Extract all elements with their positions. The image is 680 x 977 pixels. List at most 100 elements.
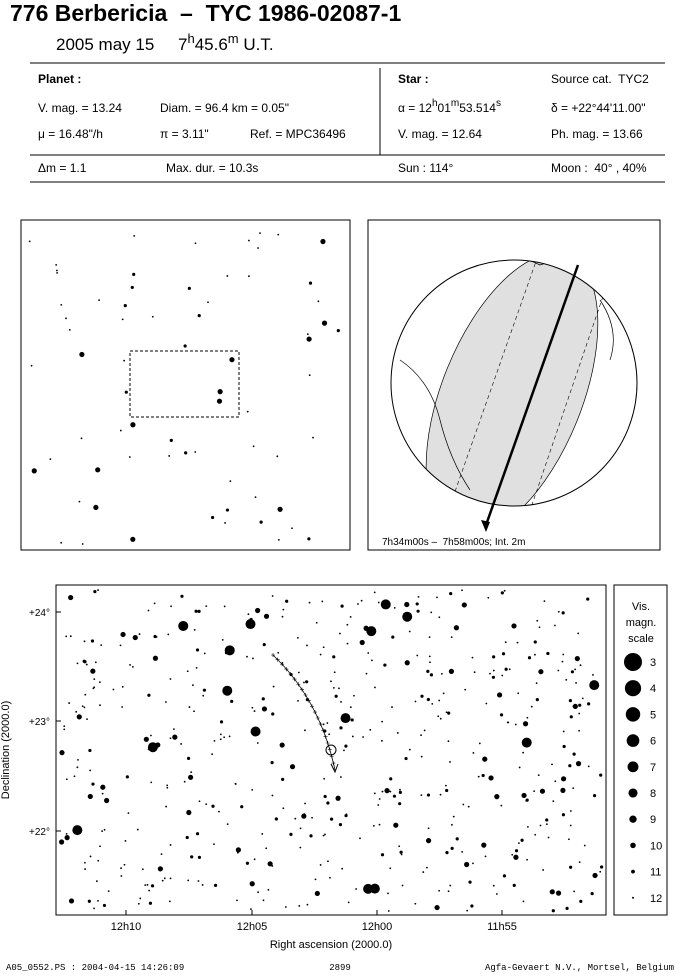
star [473,671,476,674]
star [398,790,402,794]
star [87,899,91,903]
star [299,827,302,830]
star [494,794,500,800]
star [93,504,99,511]
star [511,853,514,856]
star [561,813,566,817]
star [234,783,237,785]
planet-path [272,654,336,771]
star [492,884,495,887]
star [404,660,410,666]
star [193,629,196,631]
star [323,794,327,799]
star [86,718,88,721]
s-moon: Moon : 40° , 40% [551,161,647,175]
star [574,655,580,662]
star [492,669,495,672]
star [470,904,474,908]
star [422,871,425,873]
path-tick [323,734,328,739]
star [341,867,344,870]
star [121,706,124,708]
star [147,693,151,697]
star [545,823,548,826]
star [569,824,572,827]
star [514,849,519,853]
star [324,833,326,836]
star [254,496,257,498]
star [77,758,79,761]
star [513,854,519,860]
star [518,766,521,769]
star [526,825,529,828]
scale-dot [624,653,642,671]
star [219,720,224,724]
star [297,699,299,702]
star [326,722,329,724]
star [420,694,424,698]
star [194,451,197,453]
star [78,500,81,503]
star [492,655,496,659]
star [157,866,163,872]
star [235,847,241,853]
star [355,888,358,890]
star [65,317,67,320]
star [357,603,359,605]
star [92,687,95,690]
star [184,451,188,455]
star [169,737,172,740]
star [516,641,519,644]
star [522,721,529,727]
star [147,609,150,612]
star [83,640,86,643]
star [533,640,537,644]
scale-title: Vis. [632,601,650,613]
star [65,635,68,638]
star [277,233,280,236]
star [449,761,451,763]
star [294,817,297,820]
star [339,726,343,730]
star [155,636,158,638]
star [377,601,380,604]
star [346,623,349,626]
date: 2005 may 15 [56,35,154,54]
star [190,771,193,774]
scale-label: 7 [650,762,656,774]
star [100,644,103,646]
star [230,699,234,703]
star [205,803,208,806]
star [426,697,430,702]
path-tick [303,693,308,697]
track [484,264,580,526]
star [389,777,393,781]
path-tick [329,754,334,759]
scale-label: 12 [650,893,662,905]
star [502,874,507,878]
star [124,390,128,394]
star [131,666,134,668]
star [93,907,95,910]
star [307,537,311,541]
star [429,673,434,677]
star [84,868,86,870]
star [306,333,309,336]
star [257,891,259,894]
star [281,777,285,781]
star [504,667,508,671]
star [180,594,184,598]
star [554,624,556,627]
star [389,867,392,870]
star [139,897,142,900]
scale-label: 4 [650,683,656,695]
star [205,605,208,608]
star [305,680,309,684]
star [329,817,334,821]
scale-label: 3 [650,657,656,669]
scale-label: 10 [650,840,662,852]
star [503,589,506,592]
star [119,429,122,432]
star [271,595,274,597]
star [311,816,313,819]
